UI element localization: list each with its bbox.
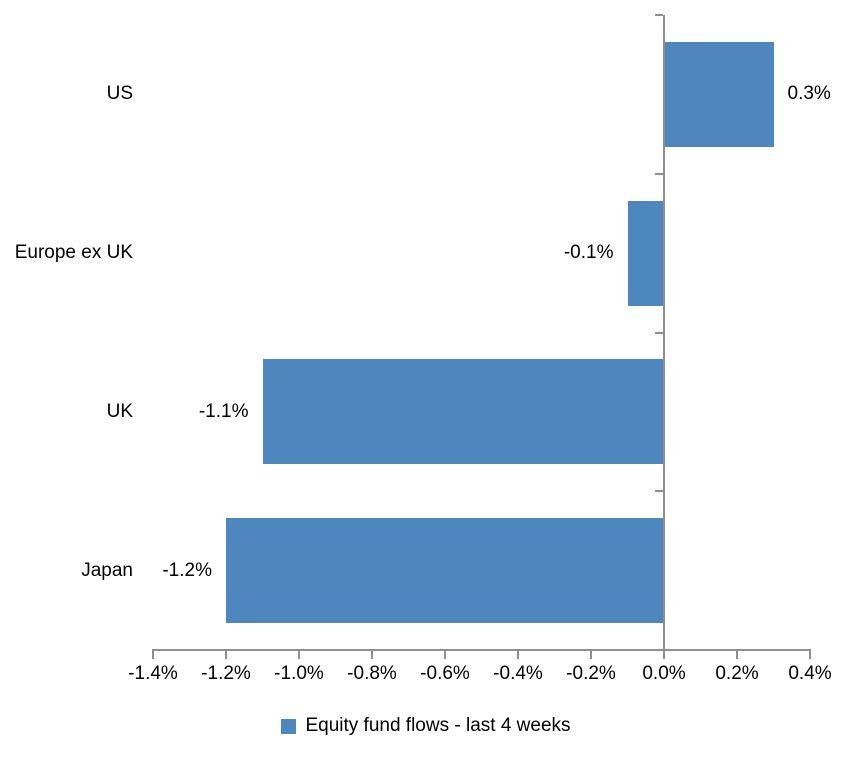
x-tick-mark xyxy=(809,651,811,659)
category-tick-mark xyxy=(655,172,663,175)
x-tick-label: -1.2% xyxy=(201,663,251,684)
category-tick-mark xyxy=(655,490,663,493)
legend-label: Equity fund flows - last 4 weeks xyxy=(305,715,571,736)
x-tick-mark xyxy=(517,651,519,659)
category-tick-mark xyxy=(655,14,663,16)
bar-europe-ex-uk xyxy=(627,200,664,306)
x-tick-label: 0.4% xyxy=(788,663,832,684)
value-label: -1.1% xyxy=(198,400,249,422)
category-label: Japan xyxy=(81,559,133,581)
value-label: 0.3% xyxy=(787,83,831,105)
x-tick-label: 0.2% xyxy=(715,663,759,684)
x-tick-mark xyxy=(298,651,300,659)
x-tick-label: -0.8% xyxy=(347,663,397,684)
x-tick-label: -0.4% xyxy=(493,663,543,684)
category-tick-mark xyxy=(655,649,663,651)
x-tick-mark xyxy=(225,651,227,659)
x-tick-label: -1.4% xyxy=(128,663,178,684)
value-label: -0.1% xyxy=(563,242,614,264)
zero-axis-line xyxy=(663,15,665,650)
x-tick-label: -0.6% xyxy=(420,663,470,684)
x-tick-mark xyxy=(444,651,446,659)
x-tick-mark xyxy=(152,651,154,659)
x-tick-label: -1.0% xyxy=(274,663,324,684)
value-label: -1.2% xyxy=(162,559,212,581)
category-label: UK xyxy=(106,400,133,422)
x-tick-mark xyxy=(663,651,665,659)
bar-us xyxy=(664,41,774,147)
x-tick-mark xyxy=(590,651,592,659)
x-tick-label: 0.0% xyxy=(642,663,686,684)
x-axis-line xyxy=(152,649,811,651)
x-tick-mark xyxy=(371,651,373,659)
bar-japan xyxy=(226,518,664,624)
legend-swatch xyxy=(281,718,297,734)
bar-uk xyxy=(262,359,664,465)
x-tick-mark xyxy=(736,651,738,659)
category-label: Europe ex UK xyxy=(14,242,133,264)
category-tick-mark xyxy=(655,331,663,334)
category-label: US xyxy=(106,83,133,105)
legend: Equity fund flows - last 4 weeks xyxy=(0,715,852,737)
x-tick-label: -0.2% xyxy=(566,663,616,684)
